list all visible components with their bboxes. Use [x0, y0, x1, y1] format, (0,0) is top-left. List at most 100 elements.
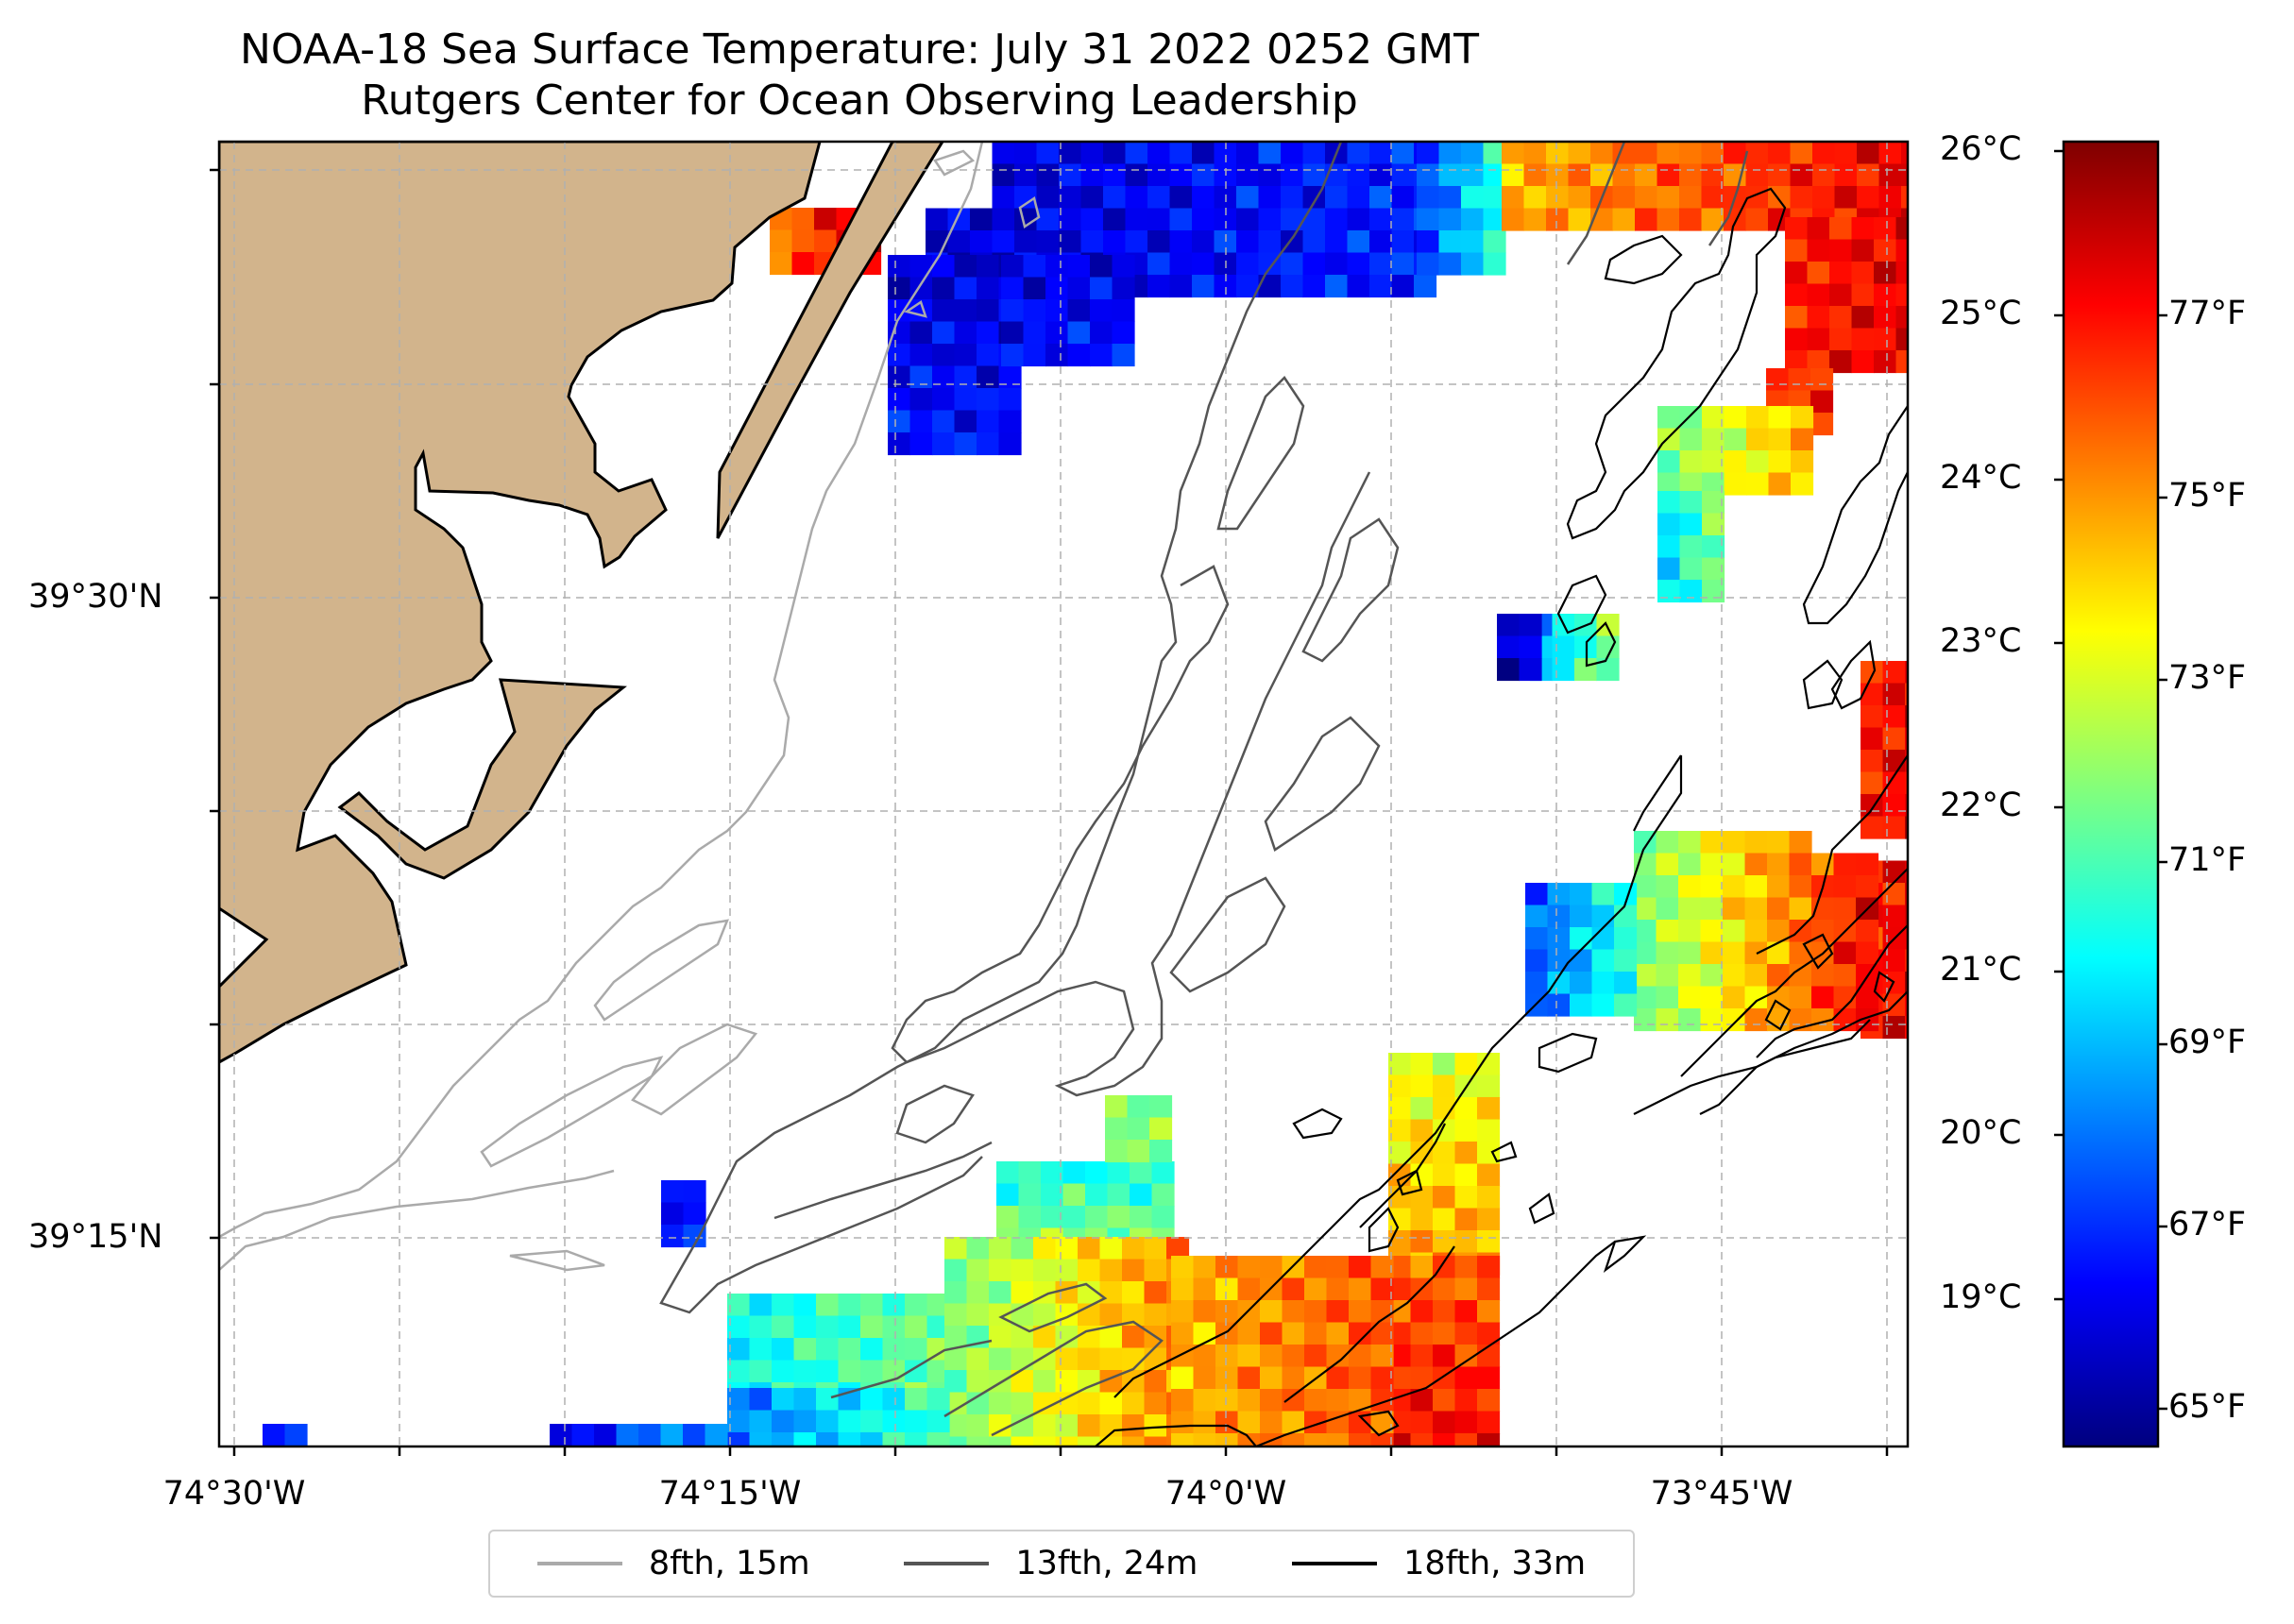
sst-pixel	[838, 1360, 861, 1383]
sst-pixel	[1454, 1256, 1478, 1279]
sst-pixel	[1702, 580, 1725, 603]
sst-pixel	[1370, 1256, 1394, 1279]
sst-pixel	[1477, 1256, 1501, 1279]
sst-pixel	[1215, 1411, 1239, 1434]
sst-pixel	[1417, 208, 1440, 231]
map-frame	[217, 140, 1910, 1448]
sst-pixel	[966, 1370, 990, 1394]
sst-pixel	[1678, 831, 1702, 854]
sst-pixel	[944, 1326, 968, 1349]
sst-pixel	[998, 410, 1022, 433]
sst-pixel	[1614, 927, 1638, 951]
sst-pixel	[1391, 252, 1415, 276]
sst-pixel	[1829, 239, 1853, 262]
sst-pixel	[1745, 208, 1769, 231]
sst-pixel	[944, 1347, 968, 1371]
colorbar-label-67f: 67°F	[2168, 1206, 2247, 1243]
sst-pixel	[1055, 1414, 1079, 1438]
sst-pixel	[954, 344, 977, 367]
sst-pixel	[1679, 580, 1703, 603]
sst-pixel	[1103, 142, 1127, 165]
sst-pixel	[1851, 239, 1875, 262]
sst-pixel	[1410, 1322, 1434, 1345]
sst-pixel	[1103, 163, 1127, 187]
contour-8fth	[219, 142, 1041, 1272]
sst-pixel	[1067, 299, 1091, 323]
sst-pixel	[1497, 658, 1521, 682]
sst-pixel	[1192, 163, 1215, 187]
sst-pixel	[1033, 1414, 1057, 1438]
sst-pixel	[1193, 1366, 1216, 1390]
sst-pixel	[1634, 941, 1657, 965]
sst-pixel	[909, 365, 933, 389]
sst-pixel	[1090, 255, 1113, 279]
sst-pixel	[1045, 255, 1069, 279]
sst-pixel	[1789, 875, 1812, 899]
sst-pixel	[1614, 905, 1638, 928]
barrier-island	[716, 142, 944, 539]
sst-pixel	[1657, 208, 1680, 231]
colorbar-celsius-ticks	[2054, 149, 2064, 1301]
sst-pixel	[1370, 1366, 1394, 1390]
sst-pixel	[1260, 1256, 1283, 1279]
sst-pixel	[1874, 306, 1897, 330]
sst-pixel	[1067, 255, 1091, 279]
sst-pixel	[1477, 1097, 1501, 1121]
sst-pixel	[1744, 853, 1768, 876]
sst-pixel	[1895, 328, 1908, 351]
contour-legend: 8fth, 15m 13fth, 24m 18fth, 33m	[488, 1530, 1635, 1598]
sst-pixel	[1169, 230, 1193, 254]
sst-pixel	[1369, 230, 1393, 254]
sst-pixel	[1746, 450, 1770, 474]
sst-pixel	[1477, 1074, 1501, 1098]
sst-pixel	[1767, 875, 1791, 899]
sst-pixel	[1700, 964, 1724, 988]
sst-pixel	[1812, 186, 1836, 210]
sst-pixel	[1144, 1281, 1167, 1305]
sst-pixel	[1700, 1008, 1724, 1032]
sst-pixel	[1905, 661, 1908, 685]
sst-pixel	[977, 388, 1000, 412]
sst-pixel	[954, 410, 977, 433]
sst-pixel	[1461, 163, 1485, 187]
sst-pixel	[1568, 186, 1591, 210]
sst-pixel	[1807, 306, 1830, 330]
sst-pixel	[1105, 1117, 1129, 1141]
sst-pixel	[1905, 727, 1908, 751]
sst-pixel	[1701, 142, 1725, 165]
sst-pixel	[996, 1206, 1020, 1229]
sst-pixel	[1857, 186, 1880, 210]
sst-pixel	[1410, 1097, 1434, 1121]
sst-pixel	[1656, 920, 1679, 943]
sst-pixel	[638, 1446, 661, 1469]
sst-pixel	[1701, 186, 1725, 210]
sst-pixel	[1282, 1300, 1305, 1324]
sst-pixel	[882, 1432, 906, 1446]
lon-label-74-30: 74°30'W	[162, 1475, 306, 1513]
sst-pixel	[1700, 986, 1724, 1009]
sst-pixel	[1369, 208, 1393, 231]
sst-pixel	[1702, 513, 1725, 536]
sst-pixel	[1417, 163, 1440, 187]
sst-pixel	[992, 208, 1015, 231]
sst-pixel	[1171, 1277, 1195, 1301]
sst-pixel	[1785, 328, 1809, 351]
sst-pixel	[1438, 142, 1462, 165]
sst-pixel	[977, 344, 1000, 367]
sst-pixel	[1125, 208, 1148, 231]
sst-pixel	[1011, 1392, 1034, 1415]
sst-pixel	[1700, 875, 1724, 899]
sst-pixel	[1678, 920, 1702, 943]
sst-pixel	[944, 1259, 968, 1282]
sst-pixel	[1477, 1208, 1501, 1231]
sst-pixel	[1546, 163, 1570, 187]
sst-pixel	[1810, 413, 1834, 436]
sst-pixel	[1347, 163, 1370, 187]
sst-pixel	[1612, 208, 1636, 231]
sst-pixel	[1085, 1183, 1109, 1207]
sst-pixel	[1433, 1074, 1456, 1098]
sst-pixel	[1570, 993, 1593, 1017]
colorbar	[2062, 140, 2160, 1448]
sst-pixel	[926, 208, 949, 231]
sst-pixel	[749, 1338, 773, 1362]
